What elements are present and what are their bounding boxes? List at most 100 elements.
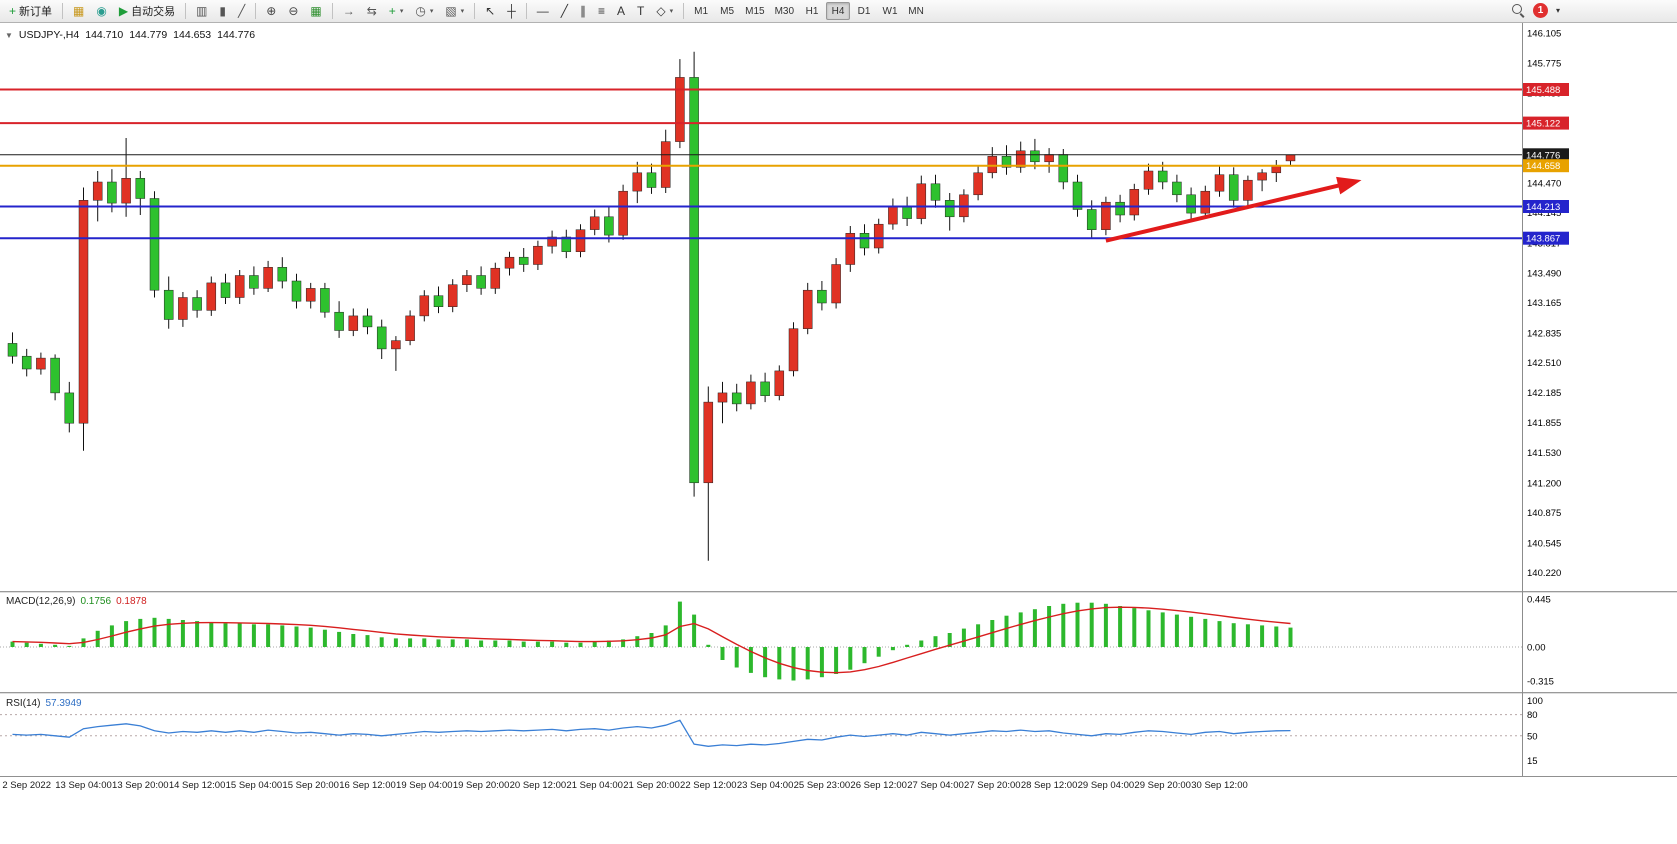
macd-signal-value: 0.1878: [116, 596, 147, 607]
candle-bullish: [1200, 190, 1211, 214]
price-tag: [1523, 159, 1569, 173]
price-tag-label: 144.213: [1526, 202, 1560, 213]
new-order-button[interactable]: + 新订单: [4, 2, 57, 21]
template-icon: ▧: [445, 4, 457, 18]
tile-windows-icon: ▦: [310, 4, 322, 18]
time-axis[interactable]: 2 Sep 2022 13 Sep 04:00 13 Sep 20:00 14 Sep…: [0, 776, 1677, 794]
candle-bullish: [92, 181, 103, 201]
macd-bar: [351, 634, 356, 647]
candle-bearish: [135, 178, 146, 199]
crosshair-button[interactable]: ┼: [502, 2, 521, 21]
price-tag-label: 145.488: [1526, 85, 1560, 96]
rsi-panel-canvas[interactable]: 100 80 50 15: [0, 694, 1677, 776]
label-icon: T: [637, 4, 645, 18]
line-chart-button[interactable]: ╱: [233, 2, 250, 21]
rsi-splitter[interactable]: [0, 692, 1677, 694]
tile-windows-button[interactable]: ▦: [305, 2, 326, 21]
hline-button[interactable]: —: [532, 2, 554, 21]
channel-button[interactable]: ∥: [575, 2, 591, 21]
fibo-button[interactable]: ≡: [593, 2, 610, 21]
price-tag-label: 145.122: [1526, 119, 1560, 130]
time-axis-label: 16 Sep 12:00: [339, 780, 396, 791]
timeframe-m1[interactable]: M1: [689, 2, 713, 20]
macd-bar: [251, 624, 256, 647]
macd-bar: [10, 641, 15, 647]
chart-shift-icon: ⇆: [366, 4, 377, 18]
candle-bullish: [121, 178, 131, 204]
toolbar-overflow-caret-icon[interactable]: ▾: [1556, 6, 1561, 15]
trendline-button[interactable]: ╱: [556, 2, 573, 21]
candle-bullish: [490, 267, 501, 289]
macd-bar: [763, 647, 768, 678]
timeframe-m15[interactable]: M15: [741, 2, 768, 20]
macd-bar: [24, 642, 29, 647]
candle-bearish: [249, 275, 259, 289]
toolbar-separator: [474, 3, 476, 19]
macd-bar: [791, 647, 796, 681]
candle-bearish: [320, 288, 330, 313]
time-axis-label: 21 Sep 04:00: [566, 780, 623, 791]
macd-bar: [1288, 627, 1293, 647]
candle-bullish: [1044, 154, 1054, 163]
macd-splitter[interactable]: [0, 591, 1677, 593]
new-chart-button[interactable]: + ▾: [384, 2, 409, 21]
main-chart-canvas[interactable]: 146.105145.775145.450144.470144.145143.8…: [0, 23, 1677, 591]
template-menu-button[interactable]: ▧ ▾: [440, 2, 469, 21]
price-axis-label: 140.220: [1527, 568, 1561, 579]
candle-bearish: [1030, 150, 1040, 163]
cursor-button[interactable]: ↖: [480, 2, 500, 21]
macd-panel-canvas[interactable]: 0.445 0.00 -0.315: [0, 593, 1677, 692]
label-button[interactable]: T: [632, 2, 649, 21]
shapes-button[interactable]: ◇ ▾: [651, 2, 678, 21]
auto-scroll-button[interactable]: →: [338, 2, 360, 21]
price-axis-label: 143.490: [1527, 268, 1561, 279]
notification-badge[interactable]: 1: [1533, 3, 1548, 18]
zoom-in-button[interactable]: ⊕: [261, 2, 281, 21]
time-axis-label: 20 Sep 12:00: [509, 780, 567, 791]
autotrading-button[interactable]: ▶ 自动交易: [114, 2, 180, 21]
candle-bearish: [334, 311, 344, 331]
candle-bullish: [348, 315, 359, 331]
search-icon[interactable]: [1512, 4, 1525, 17]
candle-bullish: [547, 236, 557, 247]
toolbar-separator: [683, 3, 685, 19]
candle-bearish: [107, 181, 117, 204]
trend-arrow-head[interactable]: [1336, 176, 1362, 195]
candle-bearish: [689, 77, 699, 484]
new-order-icon: +: [9, 4, 17, 18]
trend-arrow-line[interactable]: [1105, 181, 1347, 243]
candle-bearish: [476, 275, 486, 289]
macd-bar: [919, 640, 924, 647]
timeframe-h1[interactable]: H1: [800, 2, 824, 20]
zoom-out-button[interactable]: ⊖: [283, 2, 303, 21]
macd-bar: [180, 620, 185, 647]
price-tag: [1523, 148, 1569, 162]
bar-chart-button[interactable]: ▥: [191, 2, 212, 21]
text-button[interactable]: A: [612, 2, 630, 21]
timeframe-mn[interactable]: MN: [904, 2, 928, 20]
candle-bearish: [1172, 181, 1182, 196]
timeframe-h4[interactable]: H4: [826, 2, 851, 20]
crosshair-icon: ┼: [507, 4, 516, 18]
candle-bullish: [305, 288, 316, 302]
candle-bearish: [731, 392, 742, 405]
candle-bullish: [845, 233, 856, 265]
timeframe-m30[interactable]: M30: [771, 2, 798, 20]
macd-bar: [1075, 602, 1080, 647]
candle-bearish: [859, 233, 870, 249]
candle-bearish: [64, 392, 75, 424]
candle-bullish: [973, 172, 983, 196]
toolbar-separator: [331, 3, 333, 19]
candle-chart-button[interactable]: ▮: [214, 2, 231, 21]
timeframe-m5[interactable]: M5: [715, 2, 739, 20]
timeframe-w1[interactable]: W1: [878, 2, 902, 20]
timeframe-d1[interactable]: D1: [852, 2, 876, 20]
macd-axis-label: 0.00: [1527, 643, 1546, 654]
macd-bar: [1231, 623, 1236, 647]
chart-shift-button[interactable]: ⇆: [362, 2, 382, 21]
alerts-button[interactable]: ◉: [91, 2, 111, 21]
period-menu-button[interactable]: ◷ ▾: [410, 2, 438, 21]
macd-bar: [720, 647, 725, 660]
one-click-trading-arrow-icon[interactable]: ▼: [5, 30, 13, 40]
profiles-button[interactable]: ▦: [68, 2, 89, 21]
